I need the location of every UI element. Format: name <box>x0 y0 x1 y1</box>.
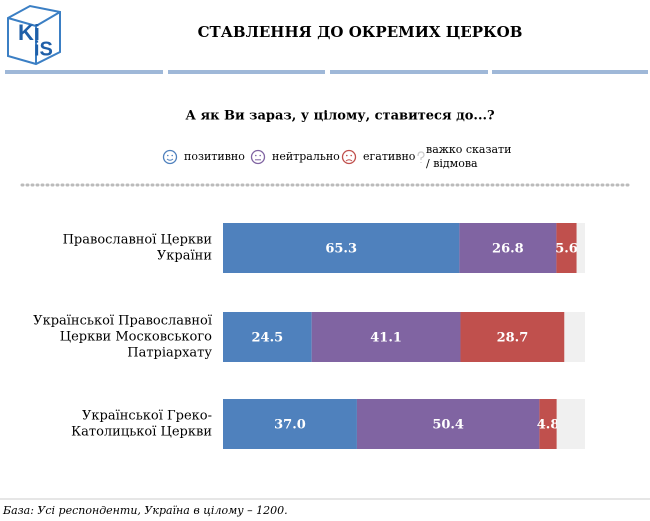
legend-icon <box>255 154 257 157</box>
value-label: 28.7 <box>497 331 529 346</box>
value-label: 41.1 <box>370 331 402 346</box>
bar-segment <box>576 223 585 273</box>
legend-icon <box>350 154 353 157</box>
bar-segment <box>459 223 557 273</box>
category-label: Патріархату <box>127 346 212 361</box>
bar-segment <box>556 399 585 449</box>
value-label: 4.8 <box>537 418 560 433</box>
logo-cube <box>7 4 61 66</box>
footnote: База: Усі респонденти, Україна в цілому … <box>2 504 288 517</box>
bar-segment <box>564 312 585 362</box>
legend-label: позитивно <box>184 150 245 163</box>
bar-segment <box>223 223 460 273</box>
value-label: 50.4 <box>432 418 464 433</box>
value-label: 37.0 <box>274 418 306 433</box>
legend-label-box: важко сказати / відмова <box>426 143 512 170</box>
bar-segment <box>311 312 461 362</box>
legend-icon <box>171 154 173 157</box>
value-label: 5.6 <box>555 242 578 257</box>
legend-label: важко сказати / відмова <box>426 143 512 170</box>
legend-icon <box>417 151 425 163</box>
legend-icon <box>346 154 348 157</box>
logo-text: iS <box>34 38 53 60</box>
category-label: Української Православної <box>33 314 213 329</box>
bar-segment <box>460 312 565 362</box>
value-label: 26.8 <box>492 242 524 257</box>
category-label: України <box>157 249 212 264</box>
legend-icon <box>166 158 174 161</box>
legend-label: егативно <box>363 150 416 163</box>
bar-segment <box>556 223 577 273</box>
legend-label: нейтрально <box>272 150 340 163</box>
logo <box>7 4 61 66</box>
bar-segment <box>223 312 312 362</box>
legend-icon <box>341 149 357 165</box>
bar-segment <box>356 399 540 449</box>
legend-icon <box>250 149 266 165</box>
category-label: Католицької Церкви <box>71 425 212 440</box>
legend-icon <box>167 154 169 157</box>
chart-title: СТАВЛЕННЯ ДО ОКРЕМИХ ЦЕРКОВ <box>198 23 523 41</box>
category-label: Православної Церкви <box>63 233 212 248</box>
chart-subtitle: А як Ви зараз, у цілому, ставитеся до...… <box>185 109 495 124</box>
value-label: 65.3 <box>325 242 357 257</box>
logo-text: Ki <box>18 20 40 45</box>
category-label: Церкви Московського <box>60 330 212 345</box>
bar-segment <box>539 399 557 449</box>
legend-icon <box>162 149 178 165</box>
legend-icon <box>259 154 262 157</box>
value-label: 24.5 <box>252 331 284 346</box>
category-label: Української Греко- <box>82 409 212 424</box>
bar-segment <box>223 399 357 449</box>
legend-icon <box>345 159 353 162</box>
